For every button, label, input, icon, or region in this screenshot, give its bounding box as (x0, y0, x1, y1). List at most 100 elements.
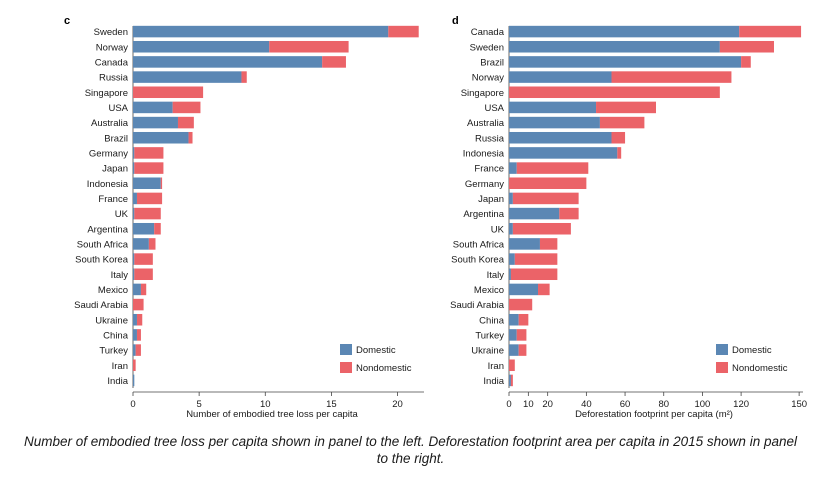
panel-c-category-label-russia: Russia (99, 73, 129, 84)
panel-c-bar-china-nondomestic (136, 329, 141, 341)
panel-d-bar-singapore-nondomestic (509, 86, 720, 99)
panel-d-bar-norway-domestic (509, 71, 612, 83)
panel-d-letter: d (452, 15, 459, 27)
panel-d-bar-iran-nondomestic (509, 359, 515, 372)
panel-d-bar-france-nondomestic (516, 162, 589, 174)
panel-c-bar-saudi-arabia-nondomestic (133, 298, 144, 311)
panel-d-category-label-indonesia: Indonesia (463, 148, 505, 159)
panel-c-legend-swatch-nondomestic (340, 362, 352, 373)
panel-c-bar-russia-nondomestic (241, 71, 247, 83)
panel-d-category-label-brazil: Brazil (480, 57, 504, 68)
panel-d-bar-saudi-arabia-nondomestic (509, 298, 533, 311)
panel-d-bar-south-korea-nondomestic (514, 253, 558, 265)
panel-c-bar-argentina-domestic (133, 222, 155, 235)
panel-c-bar-brazil-nondomestic (188, 131, 193, 144)
panel-c-x-tick-label-5: 5 (196, 399, 201, 410)
panel-d-x-tick-label-80: 80 (658, 399, 669, 410)
panel-d-bar-south-africa-domestic (509, 238, 540, 250)
panel-c-legend-label-domestic: Domestic (356, 345, 396, 356)
panel-c-bar-south-korea-domestic (133, 253, 135, 265)
panel-c-bar-norway-domestic (133, 40, 270, 53)
panel-c-bar-germany-nondomestic (134, 147, 164, 159)
panel-c-bar-indonesia-domestic (133, 177, 161, 190)
panel-d-bar-japan-nondomestic (512, 192, 579, 205)
panel-d-bar-italy-domestic (509, 268, 511, 281)
panel-d-bar-china-nondomestic (518, 313, 529, 326)
panel-c-category-label-argentina: Argentina (87, 224, 128, 235)
panel-d-bar-japan-domestic (509, 192, 513, 205)
panel-c-bar-indonesia-nondomestic (160, 177, 163, 190)
panel-d-category-label-argentina: Argentina (463, 209, 504, 220)
panel-d-x-tick-label-10: 10 (523, 399, 534, 410)
panel-c-bar-usa-nondomestic (172, 101, 201, 114)
panel-c-x-tick-label-15: 15 (326, 399, 337, 410)
panel-d-category-label-japan: Japan (478, 194, 504, 205)
panel-d-bar-turkey-nondomestic (516, 329, 527, 341)
panel-d-category-label-china: China (479, 315, 505, 326)
panel-c-category-label-canada: Canada (95, 57, 129, 68)
panel-d-bar-sweden-nondomestic (719, 40, 774, 53)
panel-c-category-label-japan: Japan (102, 164, 128, 175)
panel-d-category-label-turkey: Turkey (475, 330, 504, 341)
panel-c-category-label-italy: Italy (111, 270, 129, 281)
panel-c-category-label-germany: Germany (89, 148, 128, 159)
panel-c-bar-usa-domestic (133, 101, 173, 114)
panel-d-bar-canada-domestic (509, 25, 740, 38)
panel-c-letter: c (64, 15, 70, 27)
panel-c-bar-japan-domestic (133, 162, 135, 174)
panel-d-bar-uk-domestic (509, 222, 513, 235)
panel-d-category-label-saudi-arabia: Saudi Arabia (450, 300, 505, 311)
panel-d-bar-indonesia-domestic (509, 147, 618, 159)
panel-c-bar-mexico-domestic (133, 283, 141, 296)
panel-c-bar-iran-nondomestic (133, 359, 136, 372)
panel-c-category-label-china: China (103, 330, 129, 341)
panel-d-category-label-south-africa: South Africa (453, 239, 505, 250)
panel-d-category-label-uk: UK (491, 224, 505, 235)
panel-c-bar-italy-nondomestic (134, 268, 153, 281)
panel-c-bar-france-domestic (133, 192, 137, 205)
panel-c-bar-india-domestic (133, 374, 135, 387)
panel-d-bar-mexico-nondomestic (538, 283, 550, 296)
panel-d-category-label-india: India (483, 376, 504, 387)
panel-c-bar-uk-domestic (133, 207, 135, 220)
panel-c-x-axis-title: Number of embodied tree loss per capita (186, 409, 358, 420)
panel-d-x-axis-title: Deforestation footprint per capita (m²) (575, 409, 733, 420)
panel-c-bar-australia-nondomestic (177, 116, 194, 129)
panel-c-bar-argentina-nondomestic (154, 222, 161, 235)
panel-d-bar-usa-domestic (509, 101, 597, 114)
panel-d-bar-uk-nondomestic (512, 222, 571, 235)
panel-c-bar-south-korea-nondomestic (134, 253, 153, 265)
panel-d-bar-argentina-nondomestic (559, 207, 579, 220)
panel-c-bar-italy-domestic (133, 268, 135, 281)
panel-d-x-tick-label-0: 0 (506, 399, 511, 410)
panel-c-bar-france-nondomestic (136, 192, 163, 205)
panel-d-category-label-singapore: Singapore (461, 88, 504, 99)
panel-c-category-label-australia: Australia (91, 118, 129, 129)
panel-c-bar-ukraine-nondomestic (136, 313, 143, 326)
panel-d-legend-swatch-nondomestic (716, 362, 728, 373)
panel-c-category-label-norway: Norway (96, 42, 128, 53)
panel-d-category-label-norway: Norway (472, 73, 504, 84)
panel-c-x-tick-label-0: 0 (130, 399, 135, 410)
panel-d-x-tick-label-40: 40 (581, 399, 592, 410)
panel-c-category-label-france: France (98, 194, 128, 205)
panel-d-category-label-canada: Canada (471, 27, 505, 38)
panel-c-bar-turkey-nondomestic (135, 344, 141, 356)
panel-d-bar-ukraine-nondomestic (518, 344, 527, 356)
panel-c-category-label-south-korea: South Korea (75, 255, 129, 266)
panel-d-legend-label-nondomestic: Nondomestic (732, 363, 788, 374)
panel-c-category-label-saudi-arabia: Saudi Arabia (74, 300, 129, 311)
panel-d-bar-brazil-domestic (509, 56, 742, 68)
panel-c-category-label-iran: Iran (112, 361, 128, 372)
panel-d-x-tick-label-120: 120 (733, 399, 749, 410)
panel-c-bar-sweden-nondomestic (388, 25, 419, 38)
figure: c Number of embodied tree loss per capit… (64, 15, 807, 420)
panel-c-category-label-indonesia: Indonesia (87, 179, 129, 190)
panel-d-category-label-ukraine: Ukraine (471, 346, 504, 357)
panel-c-bar-canada-domestic (133, 56, 323, 68)
panel-d-x-tick-label-150: 150 (791, 399, 807, 410)
panel-c-bar-south-africa-nondomestic (148, 238, 156, 250)
panel-c-bar-sweden-domestic (133, 25, 389, 38)
panel-c-bar-australia-domestic (133, 116, 178, 129)
panel-c-bar-south-africa-domestic (133, 238, 149, 250)
